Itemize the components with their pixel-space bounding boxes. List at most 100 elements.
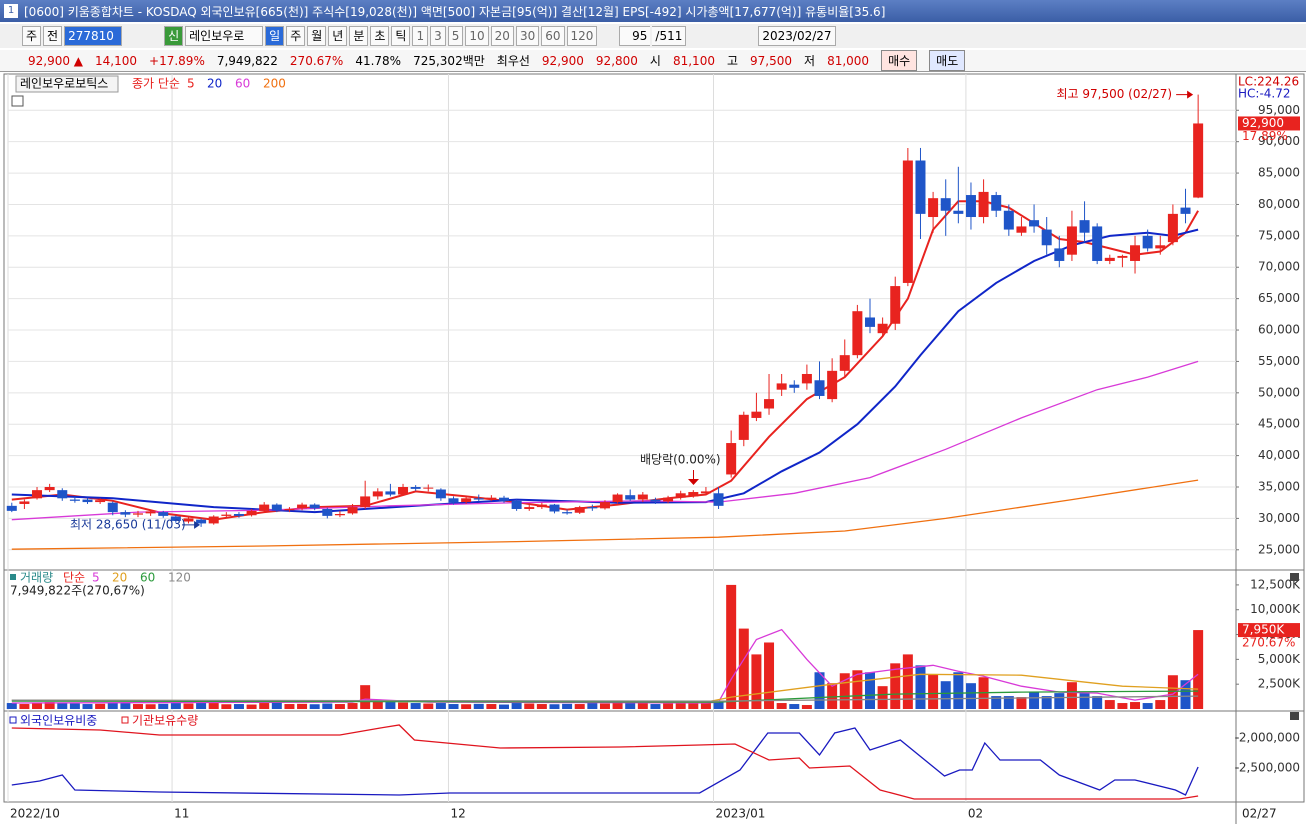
- order-button[interactable]: 매수: [881, 50, 918, 71]
- candle-body: [700, 491, 711, 494]
- panel-close: [1290, 573, 1299, 581]
- code-input[interactable]: 277810: [64, 26, 123, 46]
- candle-body: [637, 494, 648, 500]
- order-button[interactable]: 매도: [929, 50, 966, 71]
- candle-body: [145, 511, 156, 514]
- legend-entry: 20: [112, 571, 127, 585]
- series-line: [11, 228, 1199, 514]
- volume-bar: [801, 705, 812, 709]
- candle-body: [309, 504, 320, 509]
- legend-entry: 60: [235, 77, 250, 91]
- volume-bar: [549, 704, 560, 709]
- period-button[interactable]: 일: [265, 26, 285, 46]
- candle-body: [120, 512, 131, 515]
- interval-button[interactable]: 20: [490, 26, 514, 46]
- candle-body: [991, 195, 1002, 211]
- volume-bar: [196, 702, 207, 709]
- info-item: +17.89%: [149, 53, 205, 68]
- interval-button[interactable]: 10: [465, 26, 489, 46]
- info-item: 최우선: [496, 54, 530, 68]
- candle-body: [448, 498, 459, 503]
- price-box: [1238, 116, 1300, 131]
- interval-button[interactable]: 120: [566, 26, 598, 46]
- volume-bar: [1117, 703, 1128, 709]
- candle-body: [915, 160, 926, 214]
- candle-body: [940, 198, 951, 211]
- count-input[interactable]: 95: [619, 26, 651, 46]
- max-annotation: 최고 97,500 (02/27): [1056, 87, 1172, 101]
- interval-button[interactable]: 30: [515, 26, 540, 46]
- volume-bar: [877, 686, 888, 709]
- x-tick-label: 02: [968, 807, 983, 821]
- period-button[interactable]: 주: [286, 26, 306, 46]
- interval-button[interactable]: 60: [541, 26, 565, 46]
- toolbar: 주 전 277810 신 레인보우로 일 주 월 년 분 초 틱 1 3 5 10 20 30 60 120 95/51…: [0, 24, 1306, 48]
- candle-body: [650, 499, 661, 502]
- series-line: [11, 360, 1199, 521]
- volume-bar: [1167, 675, 1178, 709]
- candle-body: [738, 414, 749, 440]
- candle-body: [574, 507, 585, 513]
- mode-button[interactable]: 전: [43, 26, 63, 46]
- volume-bar: [1066, 682, 1077, 709]
- candle-body: [44, 487, 55, 491]
- legend-entry: 200: [263, 77, 286, 91]
- volume-bar: [1104, 700, 1115, 709]
- lc-label: LC:224.26: [1238, 75, 1299, 89]
- volume-bar: [1130, 702, 1141, 709]
- volume-bar: [19, 704, 30, 709]
- interval-button[interactable]: 5: [447, 26, 464, 46]
- candle-body: [221, 514, 232, 516]
- volume-bar: [663, 703, 674, 709]
- volume-bar: [486, 704, 497, 709]
- interval-button[interactable]: 1: [412, 26, 429, 46]
- period-button[interactable]: 월: [307, 26, 327, 46]
- volume-bar: [271, 702, 282, 709]
- volume-bar: [208, 703, 219, 709]
- period-button[interactable]: 틱: [391, 26, 411, 46]
- volume-bar: [410, 703, 421, 709]
- candle-body: [259, 504, 270, 511]
- candle-body: [814, 380, 825, 396]
- volume-bar: [902, 654, 913, 709]
- volume-bar: [764, 642, 775, 709]
- candle-body: [776, 383, 787, 390]
- candle-body: [32, 490, 43, 499]
- volume-bar: [309, 704, 320, 709]
- volume-bar: [789, 704, 800, 709]
- info-item: 270.67%: [289, 53, 344, 68]
- candle-body: [347, 507, 358, 514]
- y-tick-label: 65,000: [1258, 291, 1300, 305]
- period-button[interactable]: 초: [370, 26, 390, 46]
- volume-bar: [751, 654, 762, 709]
- period-button[interactable]: 분: [349, 26, 369, 46]
- info-item: 14,100: [95, 53, 138, 68]
- period-button[interactable]: 년: [328, 26, 348, 46]
- y-tick-label: 5,000K: [1258, 652, 1301, 666]
- legend-entry: 120: [168, 571, 191, 585]
- info-item: 시: [649, 54, 661, 68]
- volume-bar: [145, 704, 156, 709]
- date-input[interactable]: 2023/02/27: [758, 26, 836, 46]
- y-tick-label: 50,000: [1258, 385, 1300, 399]
- volume-bar: [890, 663, 901, 709]
- volume-bar: [461, 704, 472, 709]
- y-tick-label: 80,000: [1258, 197, 1300, 211]
- volume-bar: [991, 696, 1002, 709]
- volume-bar: [852, 670, 863, 709]
- volume-bar: [511, 703, 522, 709]
- series-line: [11, 200, 1199, 521]
- volume-bar: [839, 673, 850, 709]
- candle-body: [284, 508, 295, 511]
- candle-body: [902, 160, 913, 283]
- stock-name[interactable]: 레인보우로: [185, 26, 264, 46]
- mode-button[interactable]: 주: [22, 26, 42, 46]
- candle-body: [549, 504, 560, 512]
- volume-bar: [726, 584, 737, 709]
- info-item: 92,800: [595, 53, 638, 68]
- window-title: [0600] 키움종합차트 - KOSDAQ 외국인보유[665(천)] 주식수…: [24, 4, 886, 19]
- interval-button[interactable]: 3: [430, 26, 446, 46]
- candle-body: [486, 497, 497, 500]
- candle-body: [1167, 213, 1178, 243]
